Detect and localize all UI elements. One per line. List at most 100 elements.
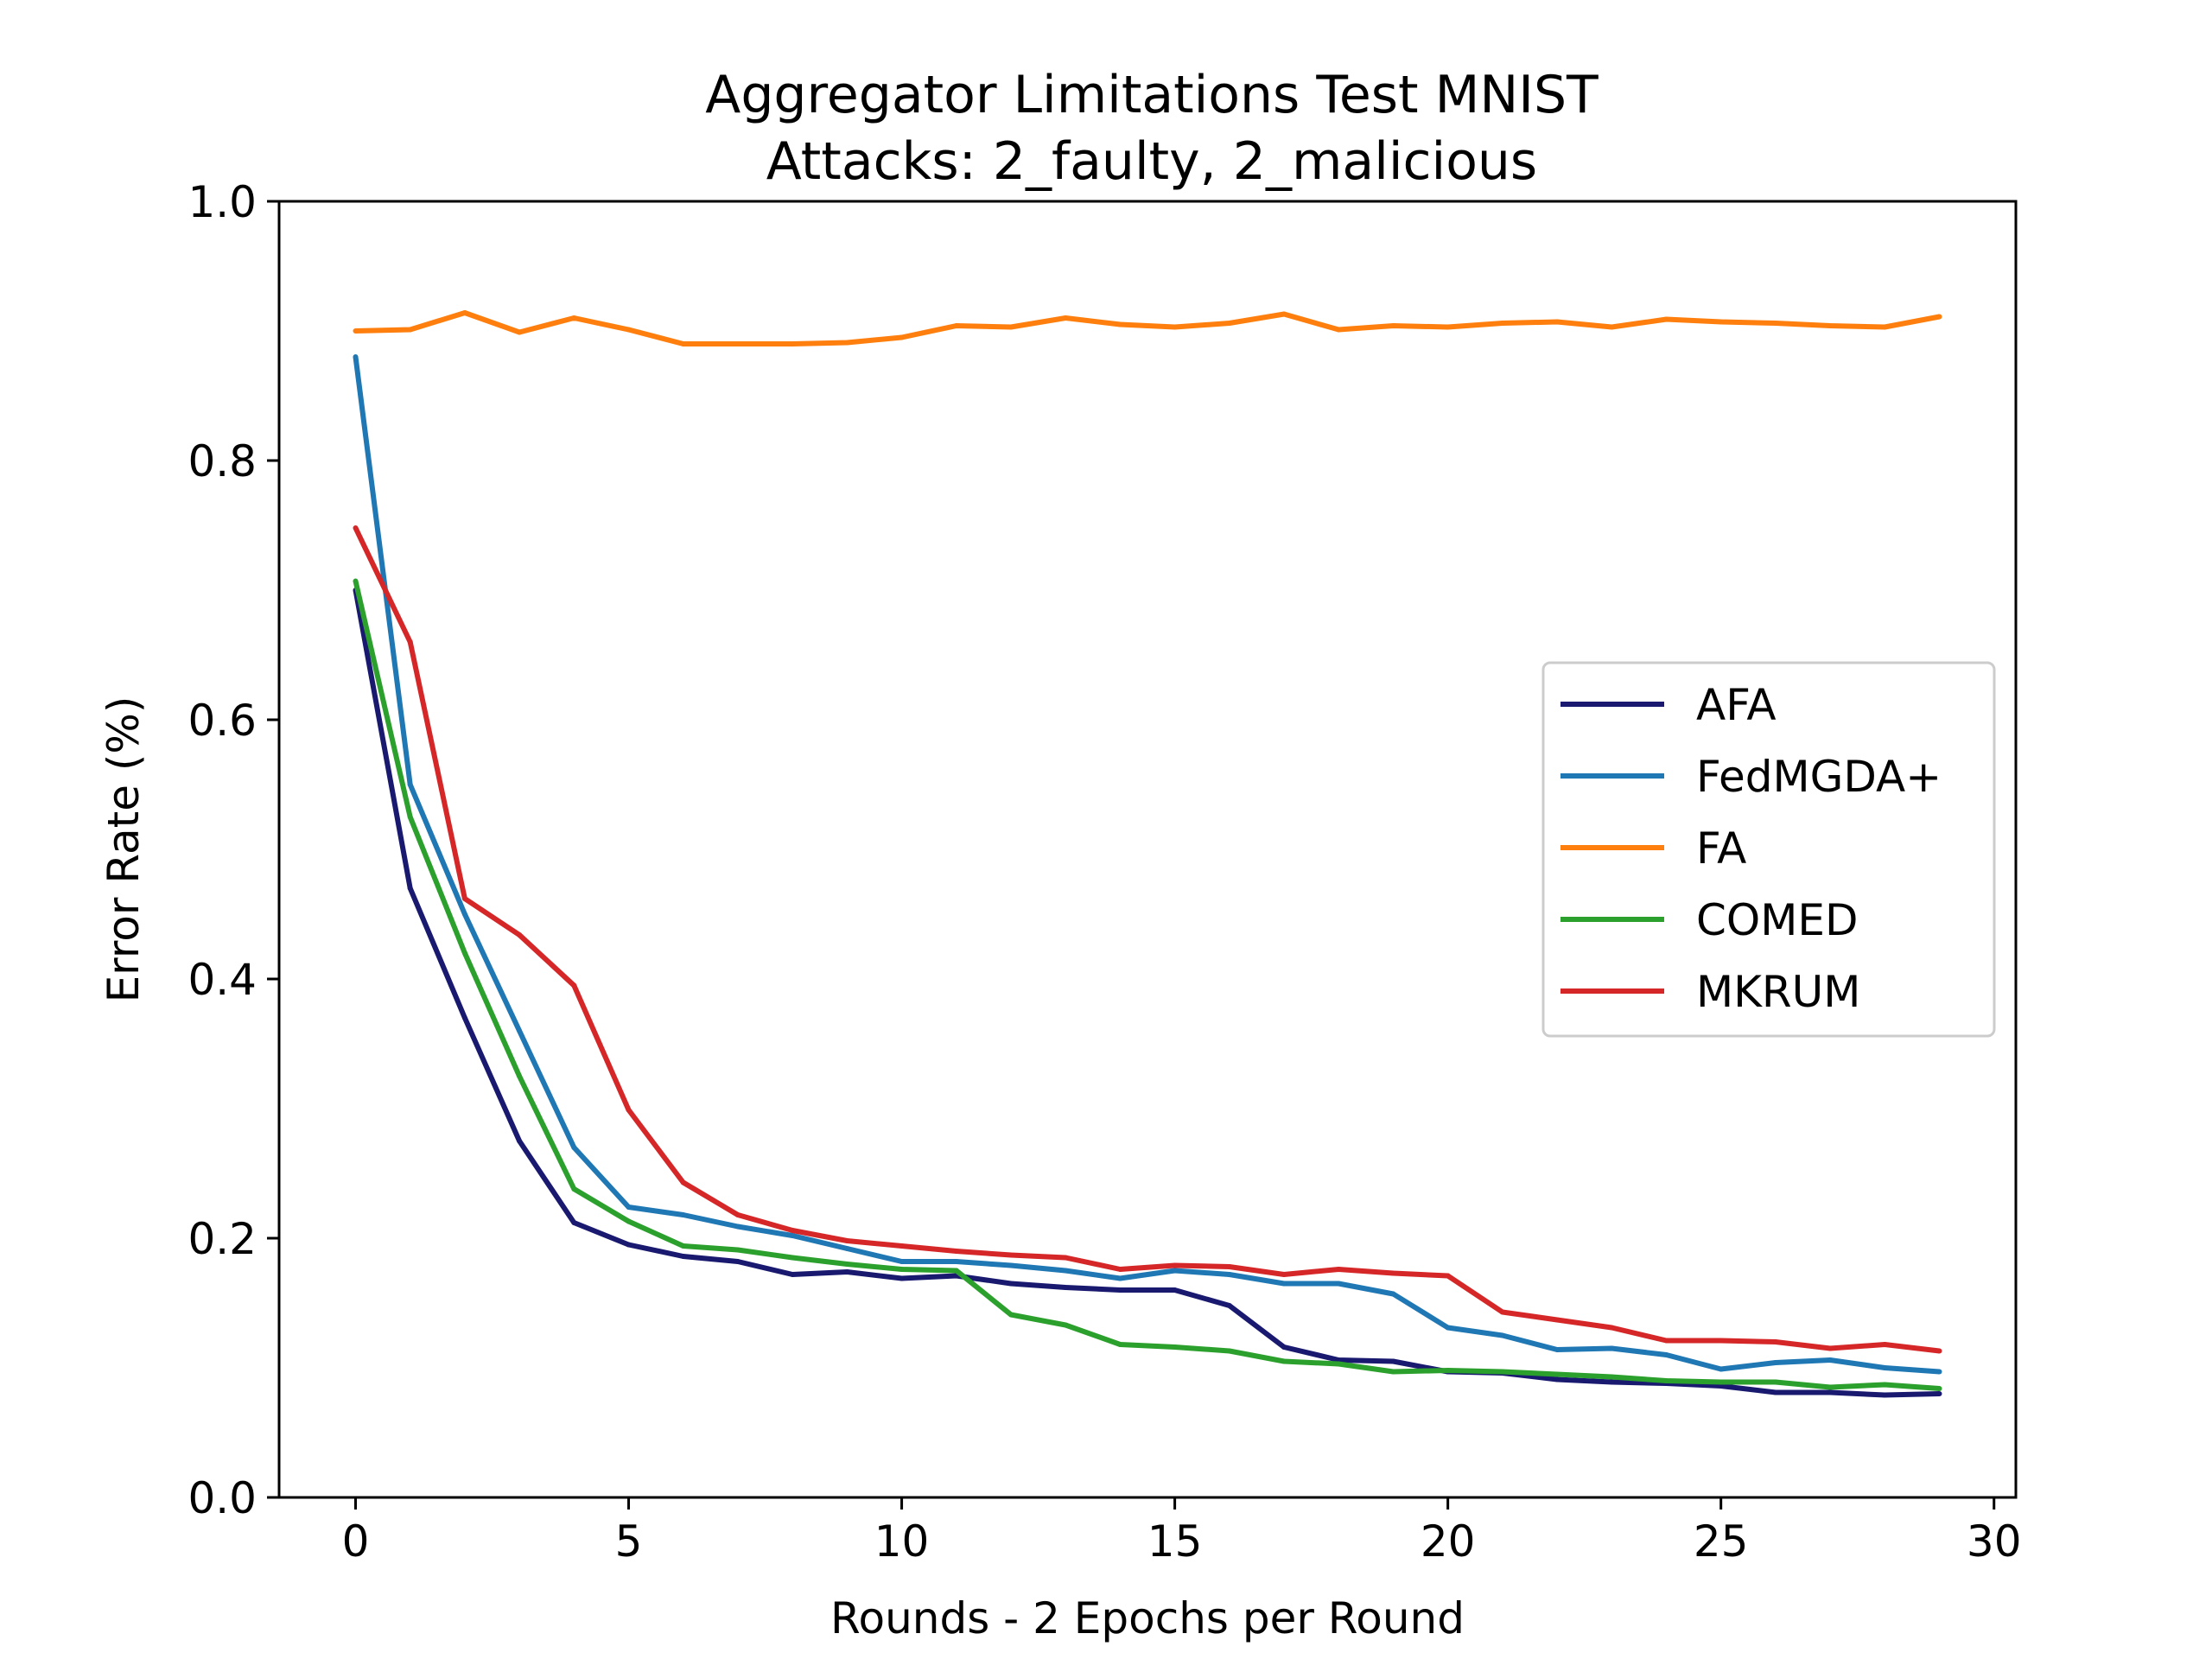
x-tick-label: 15: [1147, 1516, 1203, 1567]
data-point-afa: [734, 1259, 741, 1264]
x-tick-label: 0: [342, 1516, 370, 1567]
data-point-fedmgda: [1609, 1345, 1615, 1351]
data-point-mkrum: [953, 1249, 959, 1254]
data-point-mkrum: [1226, 1264, 1232, 1269]
data-point-fa: [1172, 324, 1178, 330]
data-point-fa: [734, 341, 741, 346]
data-point-afa: [844, 1269, 850, 1274]
data-point-comed: [953, 1268, 959, 1274]
data-point-afa: [1226, 1303, 1232, 1308]
data-point-fa: [626, 327, 632, 333]
data-point-afa: [1008, 1281, 1014, 1287]
data-point-afa: [1554, 1376, 1560, 1382]
data-point-fedmgda: [1445, 1325, 1451, 1331]
data-point-mkrum: [844, 1238, 850, 1243]
data-point-mkrum: [1718, 1338, 1724, 1344]
data-point-fedmgda: [1226, 1272, 1232, 1277]
data-point-fa: [790, 341, 796, 346]
x-tick-label: 20: [1421, 1516, 1476, 1567]
data-point-comed: [461, 950, 467, 956]
data-point-afa: [407, 886, 413, 891]
data-point-afa: [571, 1220, 577, 1225]
data-point-mkrum: [626, 1107, 632, 1113]
data-point-fa: [517, 329, 523, 335]
data-point-fa: [1226, 321, 1232, 326]
data-point-afa: [1827, 1389, 1834, 1395]
data-point-comed: [1226, 1348, 1232, 1354]
data-point-mkrum: [1882, 1342, 1888, 1347]
data-point-fa: [1936, 314, 1942, 320]
y-axis-label: Error Rate (%): [99, 696, 149, 1003]
data-point-comed: [1609, 1374, 1615, 1380]
series-line-mkrum: [353, 526, 1940, 1354]
data-point-fedmgda: [1936, 1369, 1942, 1375]
data-point-afa: [899, 1275, 905, 1281]
data-point-mkrum: [571, 982, 577, 988]
data-point-mkrum: [899, 1243, 905, 1249]
data-point-fa: [1390, 323, 1396, 328]
data-point-fa: [353, 328, 359, 334]
data-point-fa: [1554, 319, 1560, 325]
x-tick-label: 10: [874, 1516, 930, 1567]
data-point-fedmgda: [1117, 1275, 1123, 1281]
data-point-fedmgda: [1554, 1347, 1560, 1352]
data-point-afa: [1117, 1287, 1123, 1293]
data-point-fedmgda: [1499, 1332, 1505, 1338]
data-point-comed: [844, 1262, 850, 1267]
data-point-comed: [571, 1186, 577, 1192]
data-point-fedmgda: [680, 1212, 686, 1217]
data-point-mkrum: [1063, 1255, 1069, 1261]
y-tick-label: 0.8: [188, 436, 257, 486]
data-point-mkrum: [790, 1228, 796, 1233]
data-point-mkrum: [734, 1212, 741, 1217]
data-point-mkrum: [680, 1179, 686, 1185]
data-point-mkrum: [1827, 1345, 1834, 1351]
y-tick-label: 0.6: [188, 696, 257, 746]
series-layer: [353, 310, 1942, 1398]
data-point-comed: [1718, 1379, 1724, 1385]
data-point-comed: [734, 1247, 741, 1253]
data-point-afa: [517, 1138, 523, 1144]
chart-subtitle: Attacks: 2_faulty, 2_malicious: [766, 131, 1537, 192]
data-point-mkrum: [461, 896, 467, 901]
data-point-mkrum: [1609, 1325, 1615, 1331]
data-point-fedmgda: [734, 1224, 741, 1230]
data-point-fedmgda: [1281, 1281, 1287, 1287]
data-point-fa: [1117, 321, 1123, 327]
x-tick-label: 25: [1694, 1516, 1749, 1567]
legend-label-comed: COMED: [1696, 895, 1859, 945]
data-point-afa: [1281, 1344, 1287, 1350]
data-point-comed: [1663, 1378, 1669, 1383]
data-point-comed: [353, 578, 359, 584]
data-point-comed: [1390, 1369, 1396, 1375]
data-point-fa: [1499, 321, 1505, 326]
data-point-fa: [1445, 324, 1451, 330]
data-point-mkrum: [407, 639, 413, 645]
data-point-fa: [1336, 327, 1342, 333]
x-tick-label: 30: [1967, 1516, 2022, 1567]
data-point-comed: [1008, 1312, 1014, 1318]
data-point-fedmgda: [1336, 1281, 1342, 1287]
data-point-fa: [1882, 324, 1888, 330]
series-line-afa: [353, 589, 1940, 1398]
data-point-fedmgda: [517, 1028, 523, 1033]
data-point-comed: [1063, 1322, 1069, 1328]
plot-frame: [277, 200, 2018, 1499]
series-line-fedmgda: [353, 356, 1940, 1375]
data-point-fedmgda: [790, 1233, 796, 1238]
y-axis: 0.0 0.2 0.4 0.6 0.8 1.0: [188, 177, 279, 1523]
data-point-fedmgda: [844, 1246, 850, 1251]
data-point-fa: [461, 310, 467, 315]
data-point-comed: [680, 1243, 686, 1249]
data-point-fedmgda: [899, 1259, 905, 1264]
data-point-comed: [1499, 1369, 1505, 1375]
data-point-comed: [1336, 1361, 1342, 1367]
data-point-comed: [1882, 1382, 1888, 1388]
data-point-fa: [1008, 324, 1014, 330]
data-point-fedmgda: [461, 912, 467, 917]
data-point-mkrum: [1390, 1270, 1396, 1276]
data-point-afa: [626, 1242, 632, 1248]
data-point-fedmgda: [1390, 1291, 1396, 1297]
legend-label-fedmgda: FedMGDA+: [1696, 752, 1942, 802]
